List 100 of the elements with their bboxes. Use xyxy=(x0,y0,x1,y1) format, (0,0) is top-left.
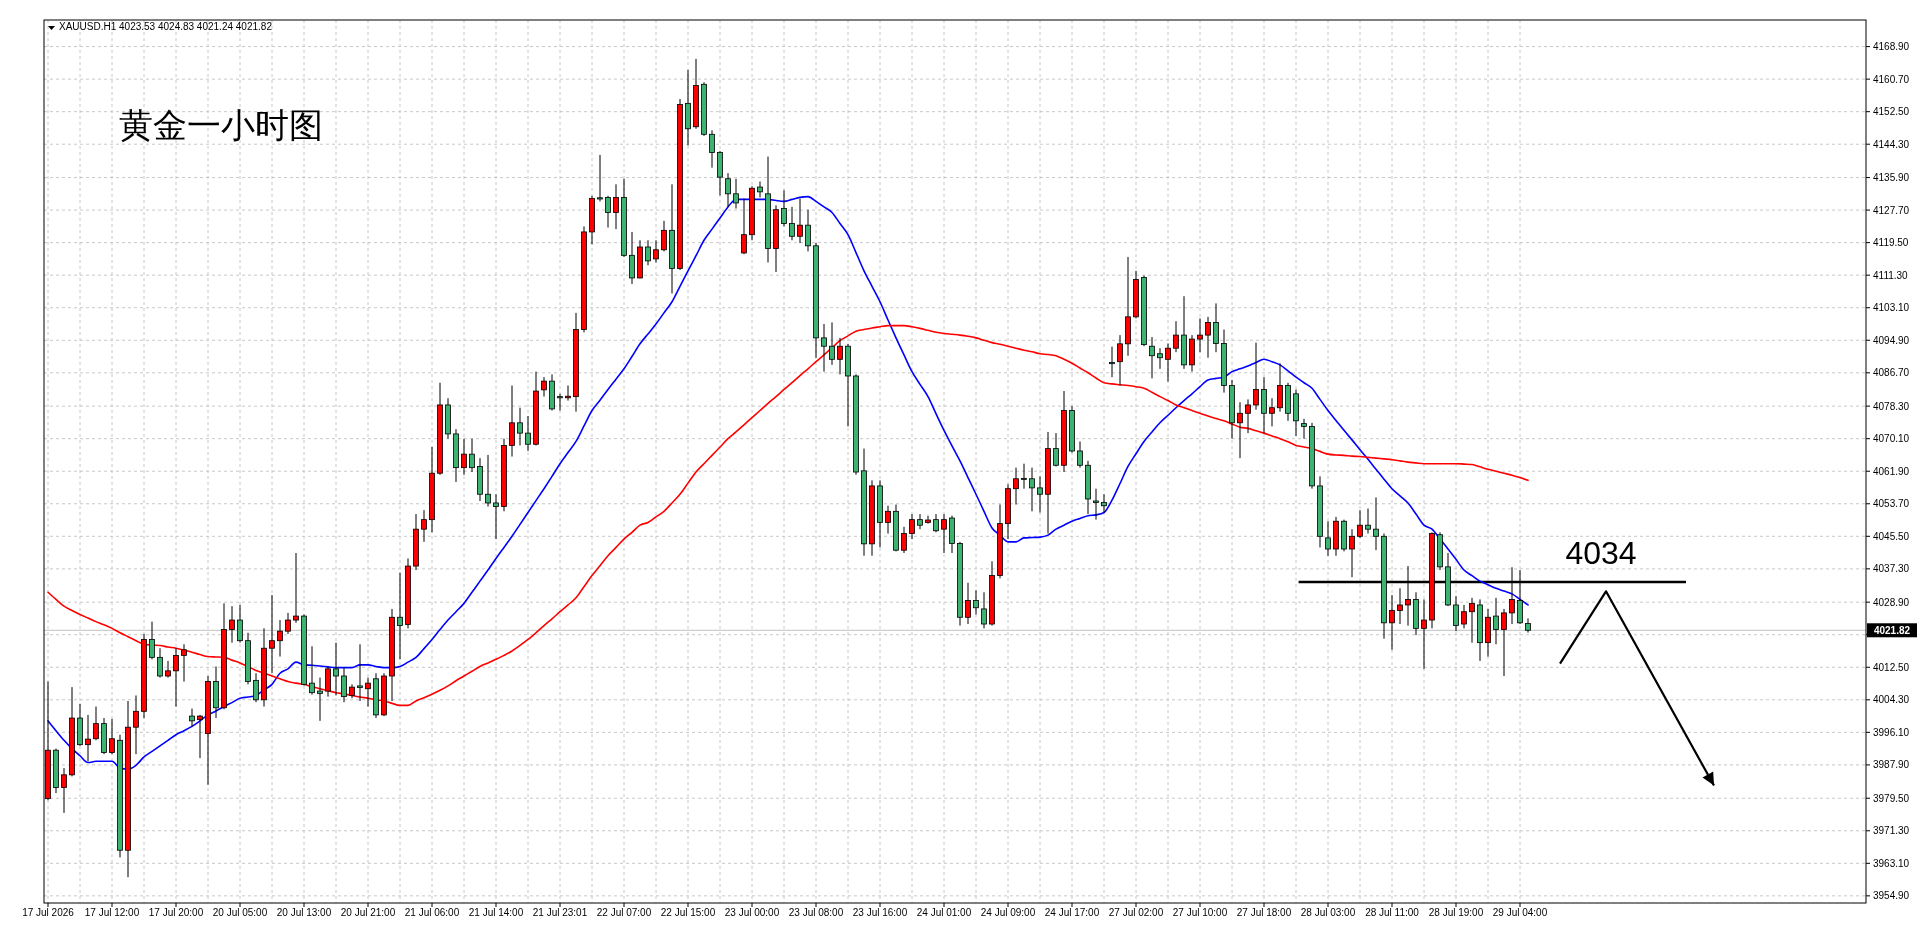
x-tick-label: 27 Jul 18:00 xyxy=(1236,907,1292,918)
y-tick-label: 3954.90 xyxy=(1873,890,1910,902)
candlestick xyxy=(165,660,171,679)
candlestick xyxy=(981,591,987,629)
candlestick xyxy=(253,672,259,703)
candlestick xyxy=(661,220,667,252)
candlestick xyxy=(901,526,907,554)
candlestick xyxy=(277,619,283,658)
candlestick xyxy=(629,231,635,285)
candlestick xyxy=(1461,604,1467,629)
candlestick xyxy=(597,154,603,202)
candlestick xyxy=(85,714,91,762)
candlestick xyxy=(293,552,299,624)
candlestick xyxy=(1165,342,1171,383)
candlestick xyxy=(485,454,491,508)
y-tick-label: 4045.50 xyxy=(1873,530,1910,542)
candlestick xyxy=(1269,397,1275,427)
x-tick-label: 23 Jul 00:00 xyxy=(724,907,780,918)
candlestick xyxy=(733,178,739,210)
ref-line-label: 4021.82 xyxy=(1873,624,1911,636)
x-tick-label: 28 Jul 11:00 xyxy=(1365,907,1420,918)
y-tick-label: 4119.50 xyxy=(1873,237,1909,249)
y-tick-label: 4168.90 xyxy=(1873,41,1910,53)
candlestick xyxy=(605,195,611,229)
candlestick xyxy=(1029,467,1035,512)
x-tick-label: 24 Jul 01:00 xyxy=(916,907,972,918)
candlestick xyxy=(421,509,427,543)
candlestick xyxy=(965,582,971,625)
candlestick xyxy=(1365,508,1371,535)
y-tick-label: 4053.70 xyxy=(1873,498,1910,510)
y-tick-label: 4037.30 xyxy=(1873,563,1910,575)
candlestick xyxy=(909,513,915,540)
candlestick xyxy=(149,621,155,660)
y-tick-label: 4086.70 xyxy=(1873,367,1910,379)
x-tick-label: 24 Jul 09:00 xyxy=(980,907,1036,918)
candlestick xyxy=(741,198,747,255)
y-tick-label: 4135.90 xyxy=(1873,172,1910,184)
x-tick-label: 17 Jul 2026 xyxy=(22,907,75,918)
y-tick-label: 3996.10 xyxy=(1873,726,1910,738)
candlestick xyxy=(757,181,763,198)
x-tick-label: 17 Jul 20:00 xyxy=(148,907,204,918)
candlestick xyxy=(1157,347,1163,370)
candlestick xyxy=(517,407,523,446)
y-tick-label: 4070.10 xyxy=(1873,433,1910,445)
candlestick xyxy=(541,376,547,398)
candlestick xyxy=(189,708,195,727)
candlestick xyxy=(1349,528,1355,578)
candlestick xyxy=(309,645,315,696)
candlestick xyxy=(725,172,731,208)
candlestick xyxy=(285,612,291,635)
candlestick xyxy=(613,183,619,230)
candlestick xyxy=(61,767,67,814)
candlestick xyxy=(829,321,835,366)
candlestick xyxy=(325,665,331,698)
x-tick-label: 24 Jul 17:00 xyxy=(1044,907,1100,918)
candlestick xyxy=(1493,597,1499,645)
candlestick xyxy=(157,647,163,679)
candlestick xyxy=(973,589,979,615)
y-tick-label: 4004.30 xyxy=(1873,694,1910,706)
chart-subtitle: XAUUSD.H1 4023.53 4024.83 4021.24 4021.82 xyxy=(59,21,273,32)
candlestick xyxy=(1525,617,1531,634)
x-tick-label: 20 Jul 21:00 xyxy=(340,907,396,918)
candlestick xyxy=(557,393,563,411)
x-tick-label: 29 Jul 04:00 xyxy=(1492,907,1548,918)
candlestick xyxy=(837,337,843,375)
candlestick xyxy=(1213,302,1219,353)
candlestick xyxy=(1205,316,1211,359)
candlestick xyxy=(1325,520,1331,557)
candlestick xyxy=(1261,376,1267,434)
x-tick-label: 28 Jul 03:00 xyxy=(1300,907,1356,918)
y-tick-label: 3971.30 xyxy=(1873,825,1910,837)
candlestick xyxy=(525,415,531,452)
y-tick-label: 4061.90 xyxy=(1873,465,1910,477)
candlestick xyxy=(789,206,795,241)
candlestick xyxy=(269,594,275,674)
candlestick xyxy=(781,189,787,227)
candlestick xyxy=(1357,509,1363,539)
y-tick-label: 4152.50 xyxy=(1873,106,1910,118)
x-tick-label: 22 Jul 15:00 xyxy=(660,907,716,918)
candlestick xyxy=(1277,362,1283,413)
candlestick xyxy=(805,209,811,252)
candlestick xyxy=(645,239,651,266)
candlestick xyxy=(1149,336,1155,379)
y-tick-label: 4078.30 xyxy=(1873,400,1910,412)
candlestick xyxy=(109,718,115,755)
x-tick-label: 23 Jul 08:00 xyxy=(788,907,844,918)
candlestick xyxy=(821,323,827,373)
candlestick xyxy=(1109,346,1115,378)
candlestick xyxy=(941,513,947,554)
candlestick xyxy=(1397,587,1403,625)
x-tick-label: 28 Jul 19:00 xyxy=(1428,907,1484,918)
candlestick xyxy=(357,643,363,702)
candlestick xyxy=(181,643,187,683)
candlestick xyxy=(1237,401,1243,459)
candlestick xyxy=(709,129,715,169)
candlestick xyxy=(933,513,939,533)
candlestick xyxy=(917,513,923,530)
candlestick xyxy=(1421,598,1427,670)
x-tick-label: 23 Jul 16:00 xyxy=(852,907,908,918)
candlestick xyxy=(1013,467,1019,506)
